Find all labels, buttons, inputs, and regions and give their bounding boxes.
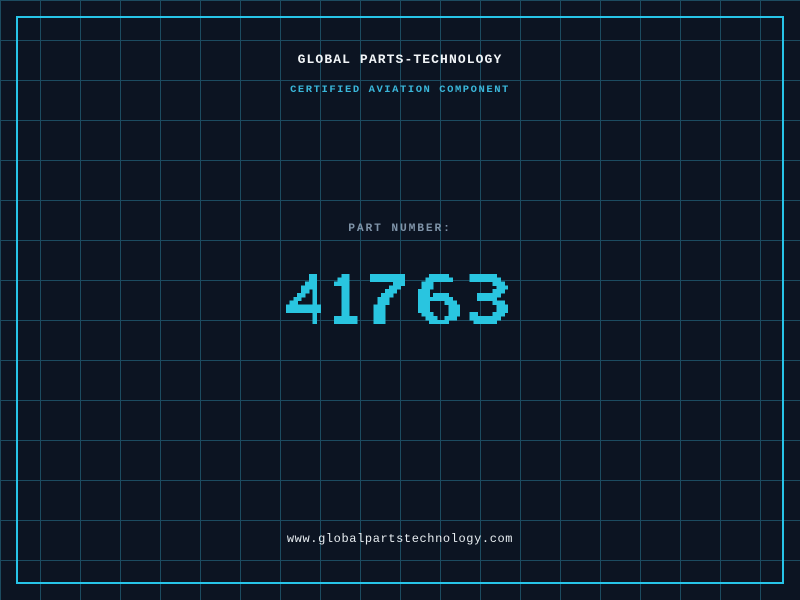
svg-text:CERTIFIED AVIATION COMPONENT: CERTIFIED AVIATION COMPONENT — [290, 84, 510, 96]
svg-text:PART NUMBER:: PART NUMBER: — [348, 223, 452, 235]
svg-text:www.globalpartstechnology.com: www.globalpartstechnology.com — [287, 532, 513, 546]
svg-text:GLOBAL PARTS-TECHNOLOGY: GLOBAL PARTS-TECHNOLOGY — [298, 52, 503, 67]
